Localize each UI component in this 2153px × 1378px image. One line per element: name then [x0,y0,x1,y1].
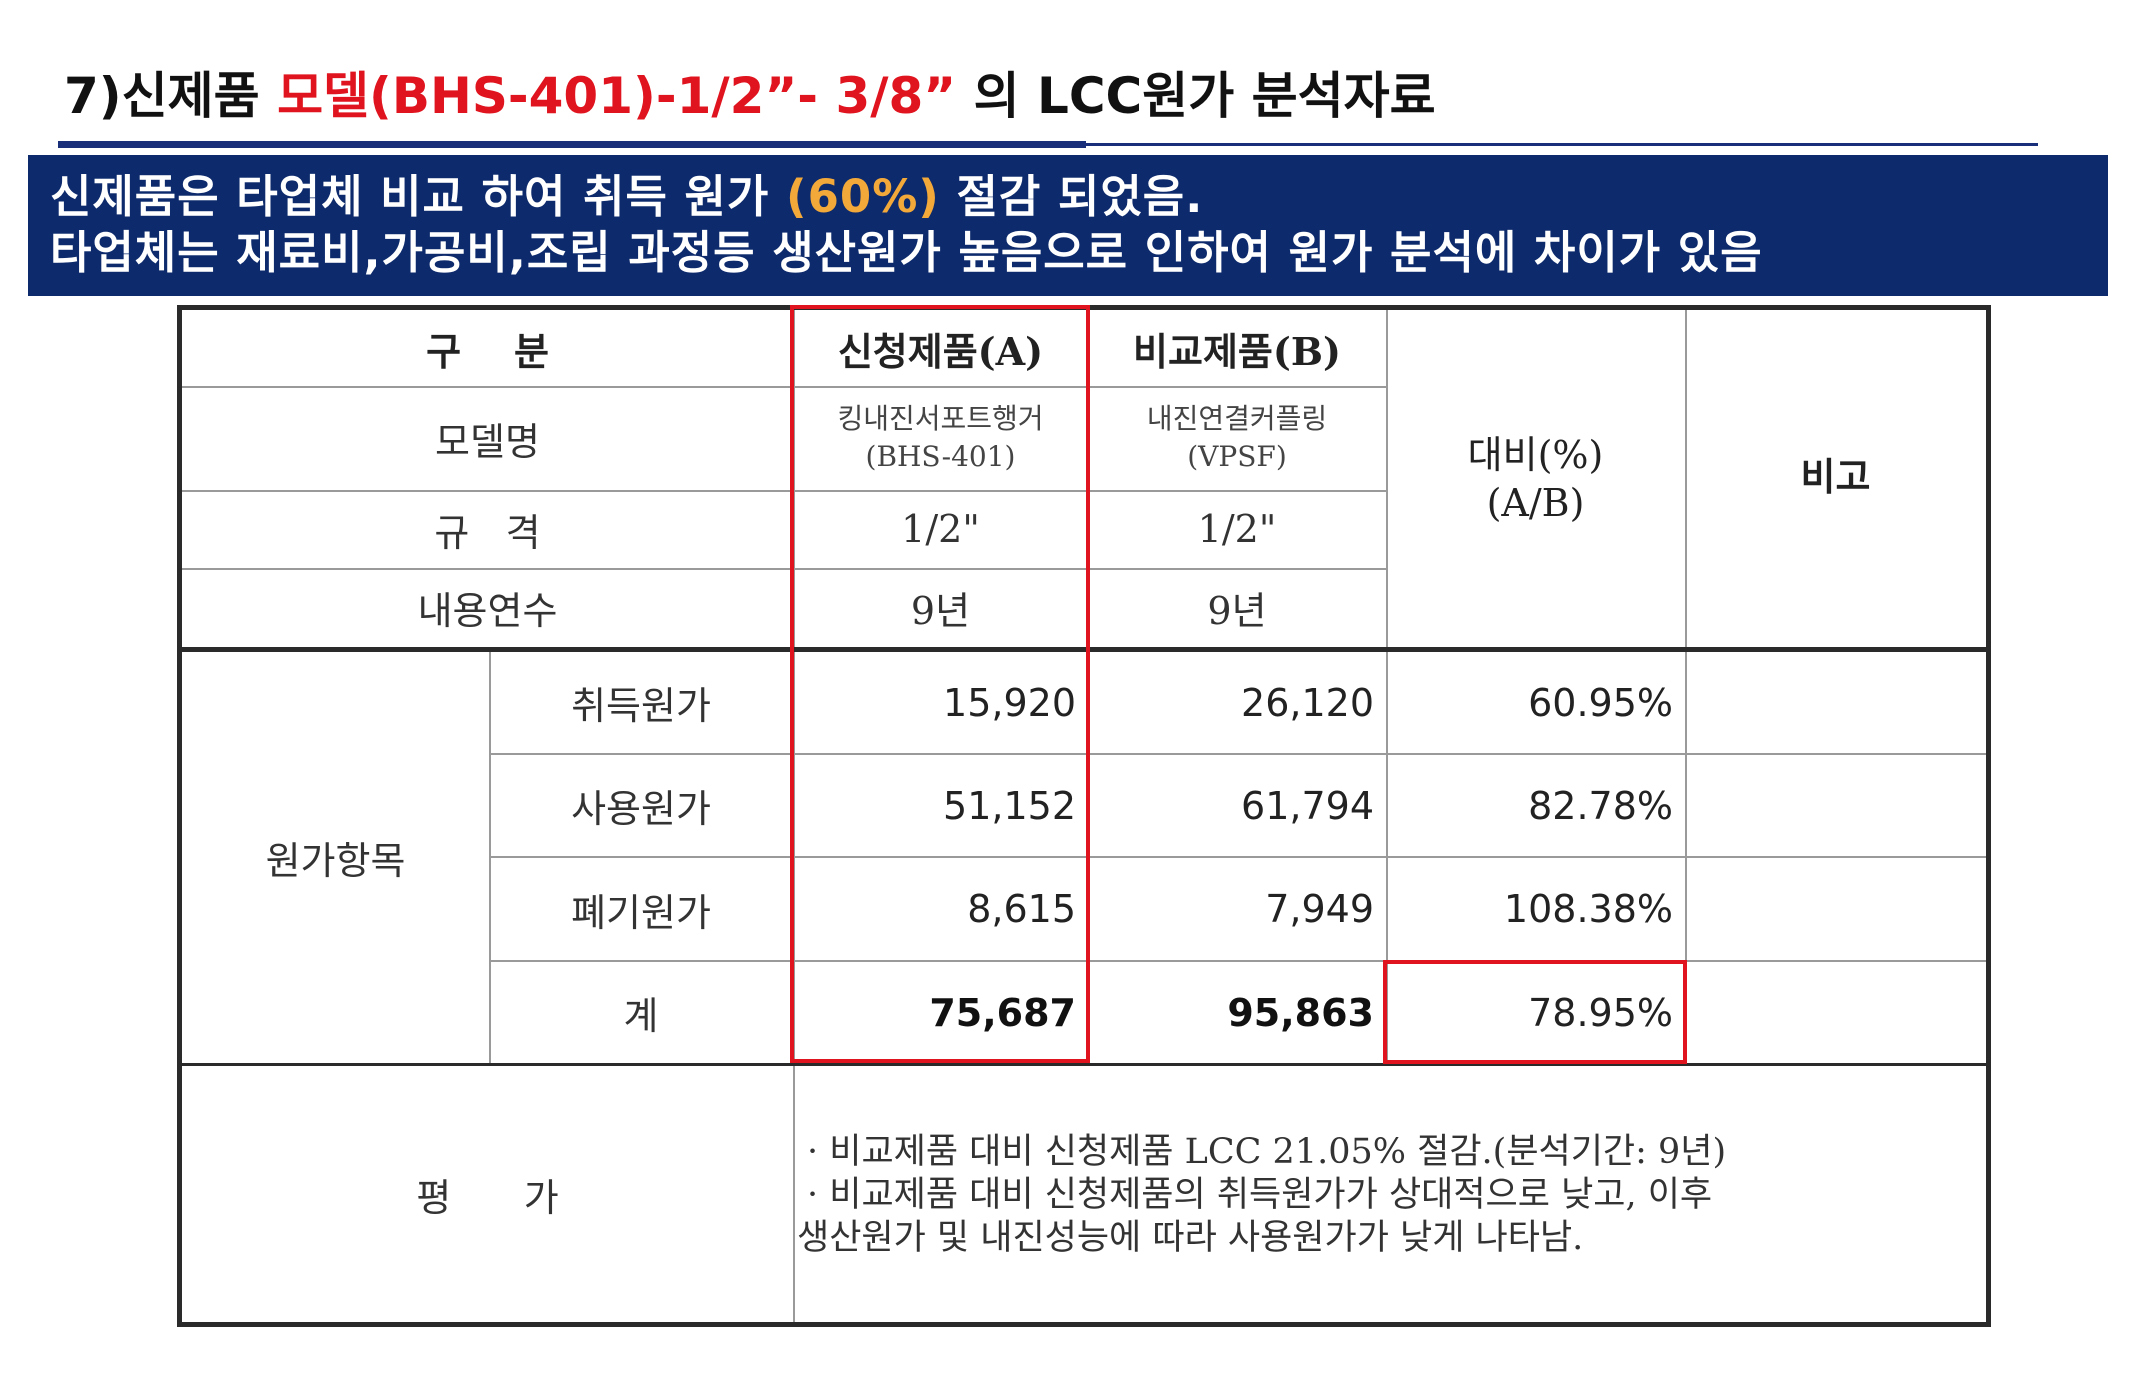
model-a-code: (BHS-401) [865,440,1016,473]
banner-line-2: 타업체는 재료비,가공비,조립 과정등 생산원가 높음으로 인하여 원가 분석에… [50,226,1763,279]
ratio-usage: 82.78% [1528,783,1673,828]
cost-label-total: 계 [623,994,659,1038]
cost-a-total: 75,687 [929,990,1076,1035]
cost-a-usage: 51,152 [943,783,1076,828]
header-ratio-line1: 대비(%) [1467,432,1604,477]
title-model-highlight: 모델(BHS-401)-1/2”- 3/8” [277,67,957,125]
ratio-acquisition: 60.95% [1528,680,1673,725]
model-b: 내진연결커플링 (VPSF) [1088,386,1386,490]
evaluation-text-line1: · 비교제품 대비 신청제품 LCC 21.05% 절감.(분석기간: 9년) [807,1132,1727,1172]
model-a: 킹내진서포트행거 (BHS-401) [793,386,1088,490]
cost-b-acquisition: 26,120 [1241,680,1374,725]
model-a-name: 킹내진서포트행거 [837,402,1044,435]
header-ratio-line2: (A/B) [1486,480,1585,525]
banner-line-1-prefix: 신제품은 타업체 비교 하여 취득 원가 [50,170,787,223]
page-title: 7)신제품 모델(BHS-401)-1/2”- 3/8” 의 LCC원가 분석자… [64,56,1436,128]
header-col-b: 비교제품(B) [1133,328,1341,374]
cost-a-acquisition: 15,920 [943,680,1076,725]
evaluation-text-line2: · 비교제품 대비 신청제품의 취득원가가 상대적으로 낮고, 이후 [807,1175,1713,1215]
highlight-applied-product-column [790,305,1090,1063]
cost-label-usage: 사용원가 [571,787,711,831]
cost-a-disposal: 8,615 [967,887,1076,931]
ratio-total: 78.95% [1528,990,1673,1035]
header-category: 구 분 [426,328,549,374]
row-label-lifespan: 내용연수 [417,589,558,633]
title-underline-thin [1086,143,2038,146]
spec-b: 1/2" [1197,507,1277,551]
title-underline-thick [58,141,1086,148]
summary-banner: 신제품은 타업체 비교 하여 취득 원가 (60%) 절감 되었음. 타업체는 … [28,155,2108,296]
spec-a: 1/2" [901,507,980,551]
cost-b-usage: 61,794 [1241,783,1374,828]
evaluation-label: 평 가 [416,1175,559,1220]
cost-group-label: 원가항목 [265,839,406,883]
highlight-total-ratio [1383,960,1687,1064]
ratio-disposal: 108.38% [1503,887,1673,931]
banner-line-1-suffix: 절감 되었음. [939,170,1204,223]
model-b-name: 내진연결커플링 [1146,402,1328,435]
model-b-code: (VPSF) [1187,440,1287,473]
banner-line-1: 신제품은 타업체 비교 하여 취득 원가 (60%) 절감 되었음. [50,169,2108,225]
header-ratio: 대비(%) (A/B) [1386,310,1685,647]
cost-label-acquisition: 취득원가 [571,684,711,728]
title-prefix: 7)신제품 [64,67,278,125]
evaluation-text-line3: 생산원가 및 내진성능에 따라 사용원가가 낮게 나타남. [797,1218,1584,1258]
banner-line-1-highlight: (60%) [786,170,940,223]
cost-b-disposal: 7,949 [1265,887,1374,931]
lifespan-a: 9년 [910,589,971,633]
cost-b-total: 95,863 [1227,990,1374,1035]
lifespan-b: 9년 [1207,589,1267,633]
cost-label-disposal: 폐기원가 [571,890,711,935]
header-col-a: 신청제품(A) [837,328,1044,374]
row-label-spec: 규 격 [434,510,541,555]
title-suffix: 의 LCC원가 분석자료 [956,67,1436,125]
row-label-model: 모델명 [435,419,540,464]
lcc-cost-table: 구 분 신청제품(A) 비교제품(B) 대비(%) (A/B) 비고 모델명 킹… [177,305,1991,1327]
header-note: 비고 [1800,454,1871,499]
